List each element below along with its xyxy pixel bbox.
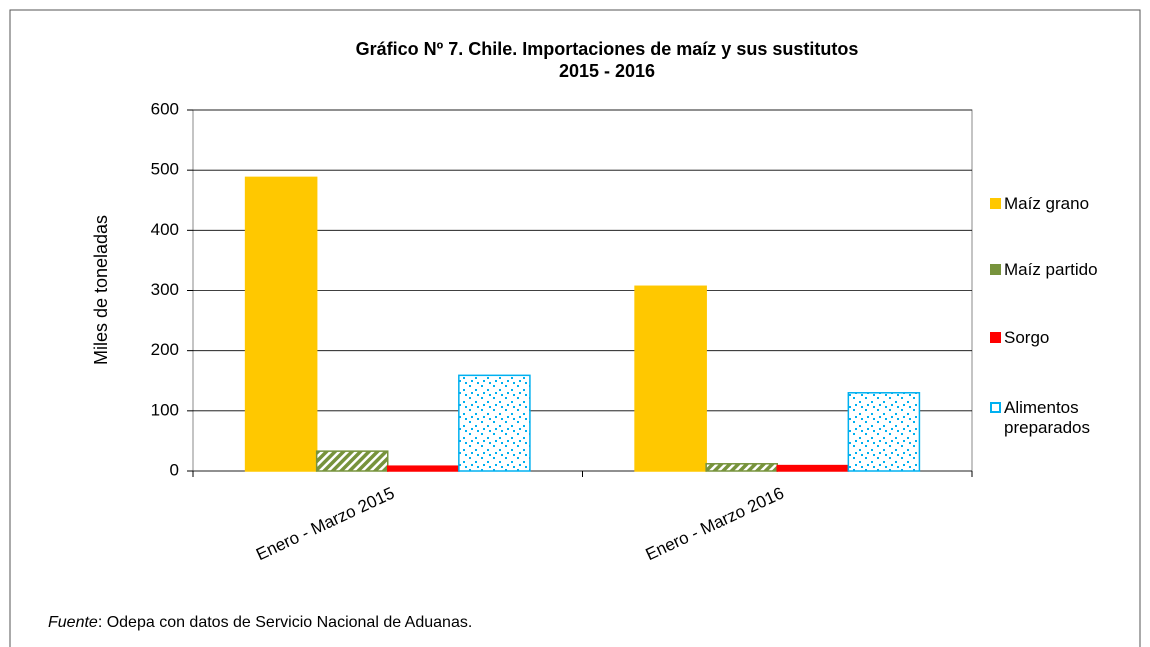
bar <box>634 285 707 472</box>
legend-swatch <box>990 264 1001 275</box>
legend-label: Alimentos preparados <box>1004 398 1091 437</box>
y-tick-label: 300 <box>151 280 179 299</box>
y-tick-label: 100 <box>151 400 179 419</box>
y-tick-label: 500 <box>151 160 179 179</box>
y-tick-label: 400 <box>151 220 179 239</box>
bar <box>705 463 779 472</box>
bar <box>458 374 531 472</box>
legend-item: Alimentos preparados <box>990 398 1130 438</box>
frame <box>9 9 1141 647</box>
legend-swatch <box>990 402 1001 413</box>
bar <box>776 464 850 472</box>
x-tick-label: Enero - Marzo 2015 <box>253 483 397 564</box>
y-tick-label: 0 <box>170 460 179 479</box>
legend-label: Sorgo <box>1004 328 1050 347</box>
source-text: : Odepa con datos de Servicio Nacional d… <box>97 614 473 631</box>
legend-swatch <box>990 198 1001 209</box>
legend-item: Maíz grano <box>990 194 1130 214</box>
legend-label: Maíz grano <box>1004 194 1090 213</box>
y-tick-label: 200 <box>151 340 179 359</box>
chart-title: Gráfico Nº 7. Chile. Importaciones de ma… <box>356 39 859 59</box>
x-tick-label: Enero - Marzo 2016 <box>643 483 787 564</box>
y-axis-label: Miles de toneladas <box>91 215 111 365</box>
source-note: Fuente: Odepa con datos de Servicio Naci… <box>48 614 472 632</box>
chart-subtitle: 2015 - 2016 <box>559 61 655 81</box>
legend-swatch <box>990 332 1001 343</box>
legend-item: Maíz partido <box>990 260 1130 280</box>
bar <box>847 392 921 472</box>
source-label: Fuente <box>48 614 98 631</box>
bar <box>244 176 318 472</box>
y-tick-label: 600 <box>151 99 179 118</box>
bar <box>315 450 389 472</box>
legend-item: Sorgo <box>990 328 1130 348</box>
legend-label: Maíz partido <box>1004 260 1098 279</box>
bar <box>387 465 460 472</box>
